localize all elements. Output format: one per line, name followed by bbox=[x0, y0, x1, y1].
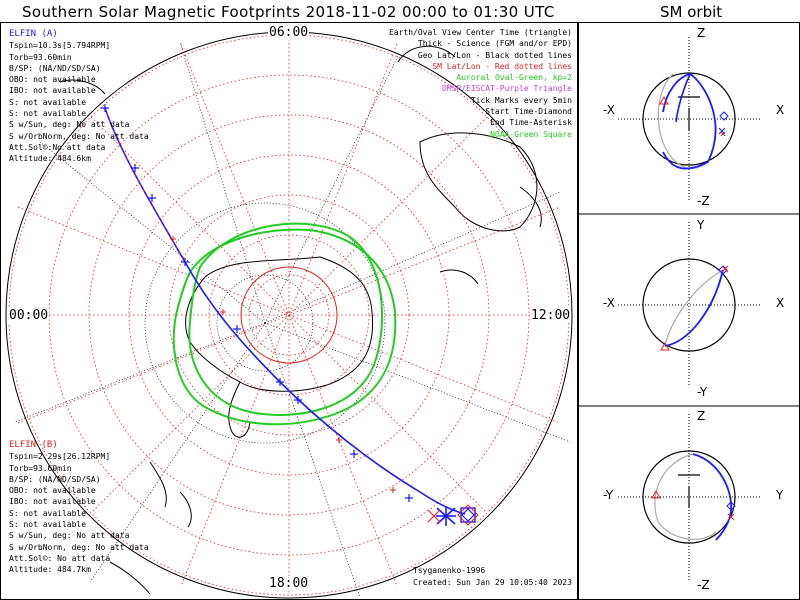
elfin-b-line: IBO: not available bbox=[9, 497, 96, 507]
orbit-panel-xy bbox=[618, 222, 760, 387]
plot-title: Southern Solar Magnetic Footprints 2018-… bbox=[22, 3, 555, 21]
elfin-b-line: S w/Sun, deg: No att data bbox=[9, 531, 130, 541]
legend-entry: Earth/Oval View Center Time (triangle) bbox=[388, 28, 572, 37]
legend-entry: Auroral Oval-Green, kp=2 bbox=[456, 73, 572, 83]
track-ticks bbox=[101, 104, 413, 502]
geo-grid bbox=[14, 41, 571, 598]
auroral-oval bbox=[172, 222, 397, 426]
axis-label-left: -X bbox=[603, 103, 615, 117]
elfin-b-line: S: not available bbox=[9, 508, 87, 518]
legend-entry: DMSP/EISCAT-Purple Triangle bbox=[441, 84, 572, 94]
legend-entry: SM Lat/Lon - Red dotted lines bbox=[432, 61, 572, 71]
elfin-b-line: S: not available bbox=[9, 520, 87, 530]
elfin-a-line: OBO: not available bbox=[9, 75, 96, 85]
end-asterisk bbox=[436, 506, 456, 526]
elfin-a-line: S w/OrbNorm, deg: No att data bbox=[9, 131, 149, 141]
elfin-b-line: S w/OrbNorm, deg: No att data bbox=[9, 542, 149, 552]
polar-footprint-map bbox=[0, 22, 578, 600]
hour-label-top: 06:00 bbox=[268, 25, 310, 40]
elfin-a-line: Tspin=10.3s[5.794RPM] bbox=[9, 41, 111, 51]
axis-label-bottom: -Z bbox=[697, 194, 710, 208]
elfin-a-line: IBO: not available bbox=[9, 86, 96, 96]
axis-label-right: X bbox=[776, 296, 785, 310]
elfin-b-line: OBO: not available bbox=[9, 486, 96, 496]
legend-entry: Geo Lat/Lon - Black dotted lines bbox=[417, 50, 572, 60]
axis-label-right: Y bbox=[776, 488, 784, 502]
legend-entry: Thick - Science (FGM and/or EPD) bbox=[417, 39, 572, 49]
axis-label-top: Y bbox=[697, 218, 705, 232]
orbit-track-a bbox=[104, 107, 466, 515]
created-credit: Created: Sun Jan 29 10:05:40 2023 bbox=[413, 578, 572, 587]
axis-label-top: Z bbox=[697, 409, 706, 423]
axis-label-bottom: -Z bbox=[697, 578, 710, 592]
elfin-b-line: Torb=93.60min bbox=[9, 463, 72, 473]
elfin-b-line: Tspin=2.29s[26.12RPM] bbox=[9, 452, 111, 462]
elfin-a-line: Att.Sol©:No att data bbox=[9, 142, 106, 152]
axis-label-right: X bbox=[776, 103, 785, 117]
elfin-a-line: S: not available bbox=[9, 109, 87, 119]
track-ticks-b bbox=[170, 236, 396, 493]
elfin-a-line: Altitude: 484.6km bbox=[9, 154, 91, 164]
elfin-b-name: ELFIN (B) bbox=[9, 440, 58, 450]
legend-entry: Start Time-Diamond bbox=[485, 107, 572, 117]
axis-label-left: -Y bbox=[603, 488, 614, 502]
end-asterisk-b bbox=[427, 509, 441, 523]
legend-entry: NOAA-Green Square bbox=[490, 129, 572, 139]
elfin-a-line: S: not available bbox=[9, 97, 87, 107]
elfin-a-line: B/SP: (NA/ND/SD/SA) bbox=[9, 63, 101, 73]
hour-label-right: 12:00 bbox=[530, 308, 572, 323]
model-credit: Tsyganenko-1996 bbox=[413, 566, 486, 575]
elfin-a-name: ELFIN (A) bbox=[9, 29, 58, 39]
orbit-panel-xz bbox=[618, 37, 760, 200]
elfin-b-line: Altitude: 484.7km bbox=[9, 565, 91, 575]
legend-entry: Tick Marks every 5min bbox=[470, 95, 572, 105]
axis-label-bottom: -Y bbox=[697, 385, 708, 399]
elfin-a-line: Torb=93.60min bbox=[9, 52, 72, 62]
axis-label-left: -X bbox=[603, 296, 615, 310]
orbit-title: SM orbit bbox=[660, 3, 723, 21]
legend: Earth/Oval View Center Time (triangle) T… bbox=[389, 27, 572, 140]
elfin-a-info: ELFIN (A) Tspin=10.3s[5.794RPM] Torb=93.… bbox=[9, 29, 149, 165]
hour-label-left: 00:00 bbox=[8, 308, 50, 323]
elfin-b-line: B/SP: (NA/ND/SD/SA) bbox=[9, 474, 101, 484]
orbit-panel-yz bbox=[618, 414, 760, 582]
legend-entry: End Time-Asterisk bbox=[490, 118, 572, 128]
elfin-b-line: Att.Sol©: No att data bbox=[9, 553, 111, 563]
elfin-b-info: ELFIN (B) Tspin=2.29s[26.12RPM] Torb=93.… bbox=[9, 440, 149, 576]
start-diamond bbox=[457, 504, 479, 526]
elfin-a-line: S w/Sun, deg: No att data bbox=[9, 120, 130, 130]
hour-label-bottom: 18:00 bbox=[268, 576, 310, 591]
axis-label-top: Z bbox=[697, 26, 706, 40]
sm-pole-circle bbox=[240, 266, 338, 364]
